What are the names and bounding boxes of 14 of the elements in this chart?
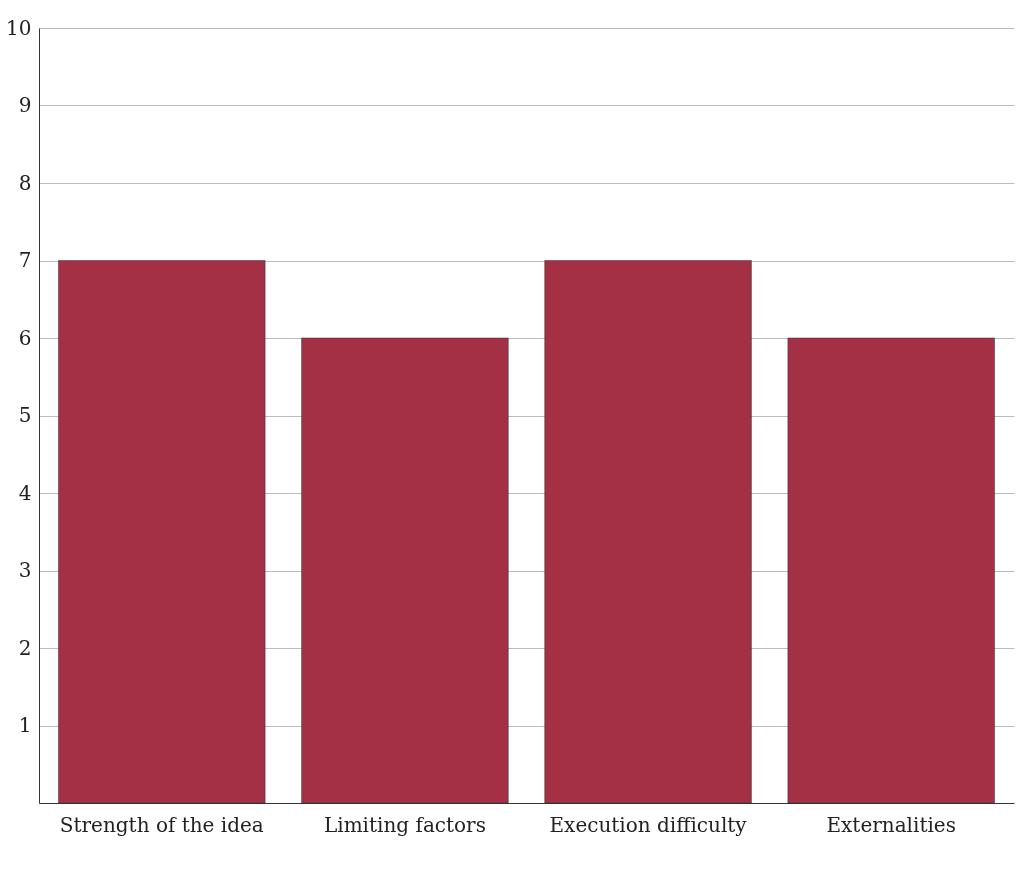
y-tick-label: 8 [18, 170, 32, 195]
x-tick-label: Strength of the idea [59, 812, 264, 837]
y-tick-label: 9 [18, 93, 32, 117]
y-tick-label: 5 [18, 403, 32, 427]
x-tick-label: Externalities [826, 812, 956, 837]
y-tick-label: 4 [18, 480, 32, 505]
y-tick-label: 10 [6, 15, 32, 40]
y-tick-label: 7 [18, 248, 32, 272]
y-tick-label: 2 [18, 635, 32, 660]
x-tick-label: Execution difficulty [549, 812, 748, 837]
y-tick-label: 6 [18, 325, 32, 350]
y-tick-label: 3 [18, 558, 32, 582]
y-tick-label: 1 [18, 713, 32, 737]
x-tick-label: Limiting factors [323, 812, 486, 837]
